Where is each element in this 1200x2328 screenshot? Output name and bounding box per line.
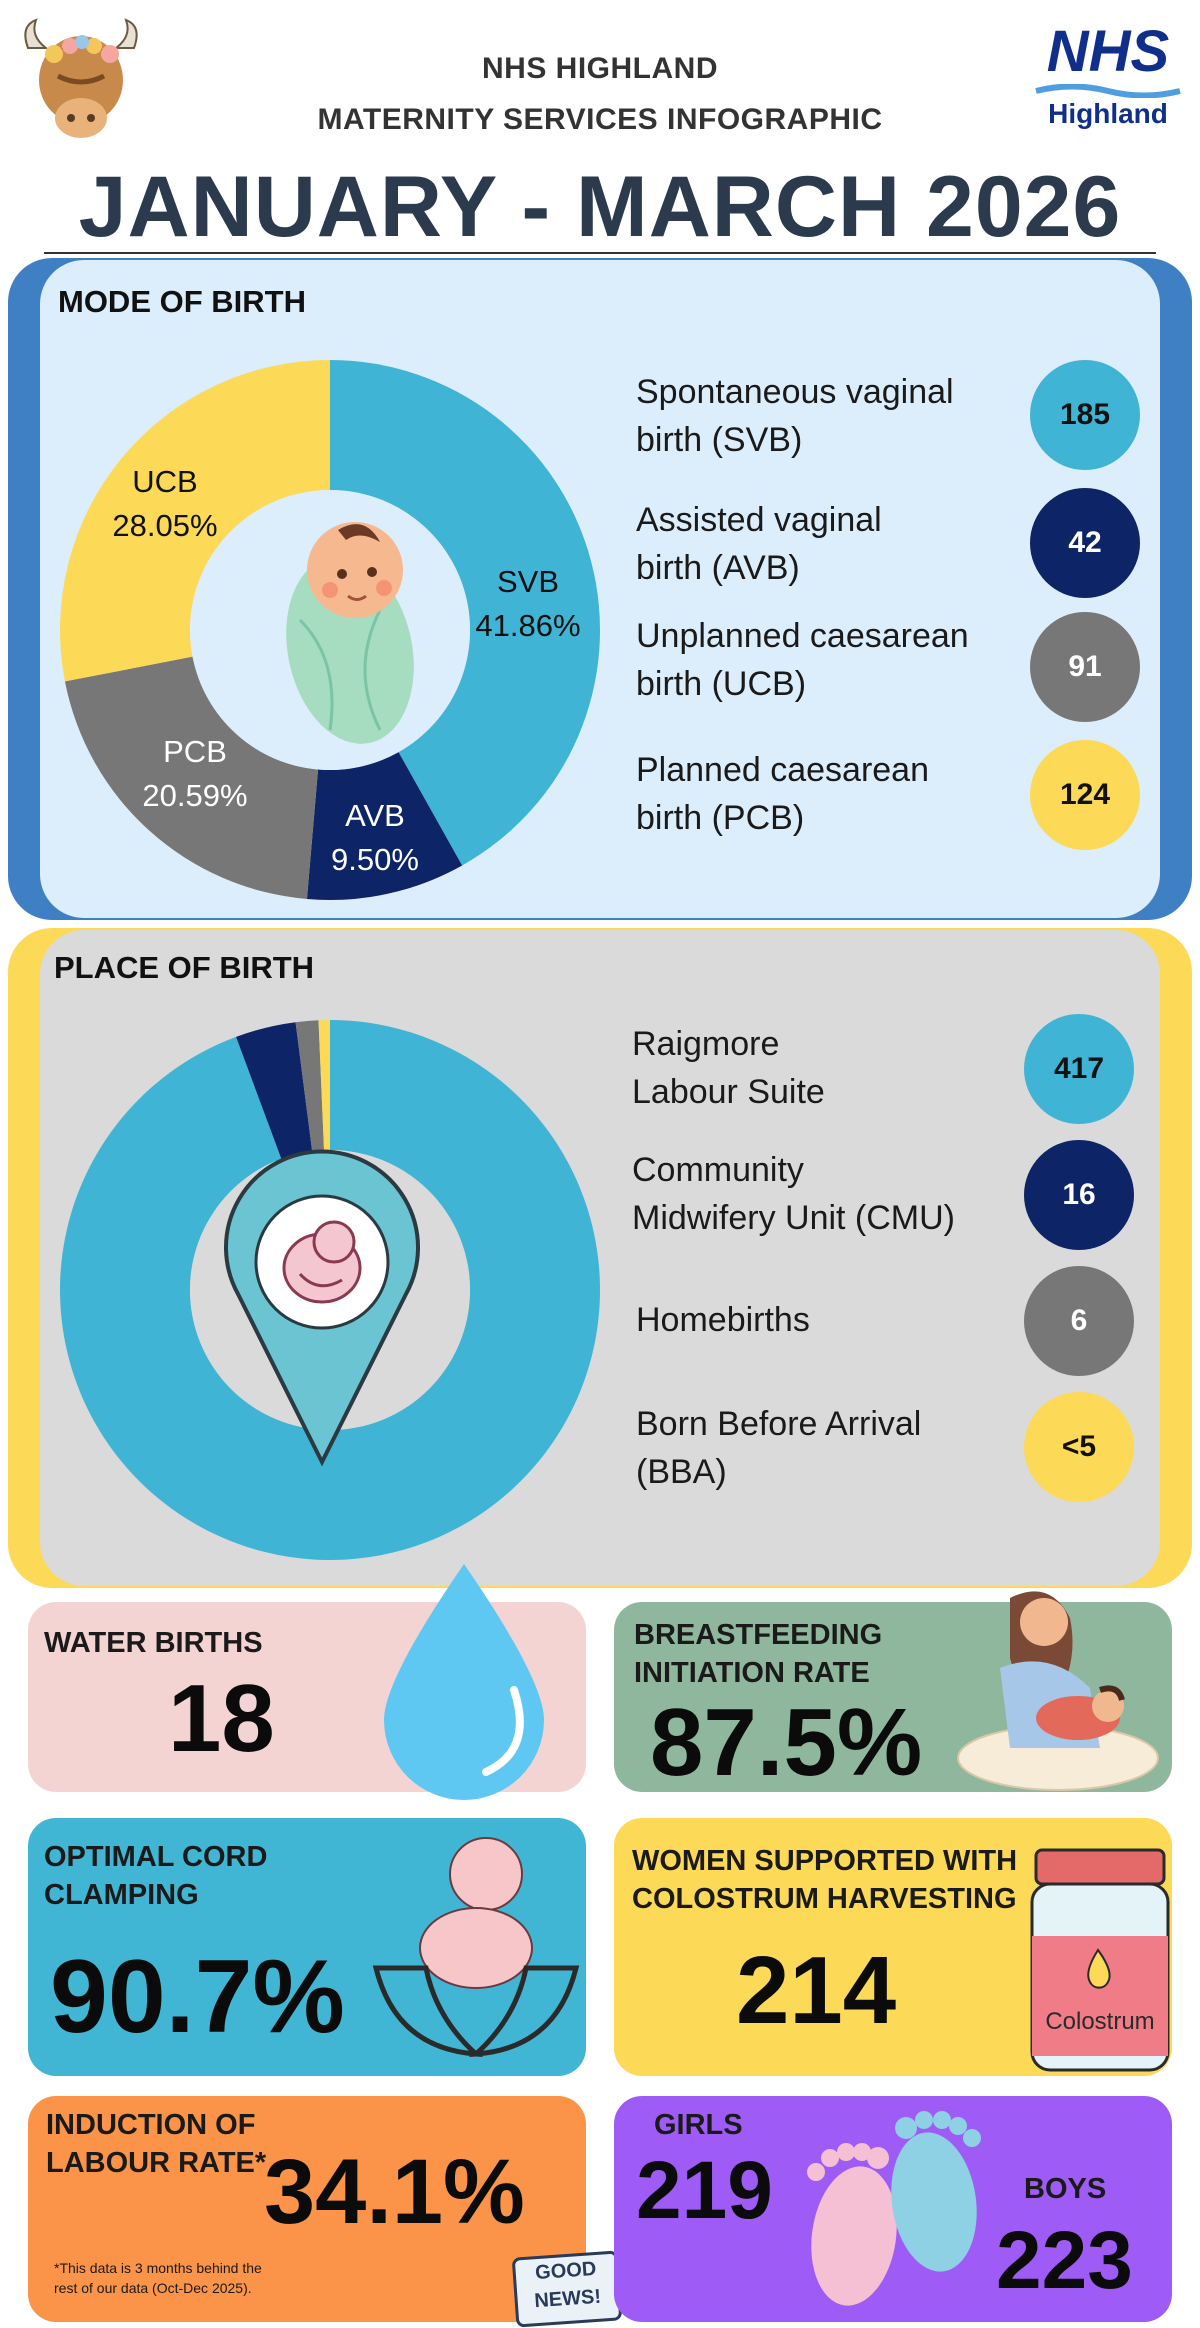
induction-footnote-line1: *This data is 3 months behind the [54, 2260, 262, 2276]
colostrum-label-line1: WOMEN SUPPORTED WITH [632, 1845, 1018, 1877]
avb-abbr: AVB [345, 798, 405, 833]
legend-svb-line2: birth (SVB) [636, 421, 803, 459]
legend-pcb: Planned caesarean birth (PCB) [636, 746, 929, 842]
colostrum-jar-icon: Colostrum [1030, 1848, 1170, 2072]
avb-percent: 9.50% [331, 842, 419, 877]
induction-footnote: *This data is 3 months behind the rest o… [54, 2258, 262, 2298]
nhs-logo: NHS Highland [1028, 20, 1188, 140]
legend-cmu-line1: Community [632, 1151, 804, 1189]
nhs-region-text: Highland [1048, 98, 1168, 129]
location-pin-baby-icon [222, 1144, 422, 1474]
induction-label: INDUCTION OF LABOUR RATE* [46, 2106, 266, 2182]
colostrum-label: WOMEN SUPPORTED WITH COLOSTRUM HARVESTIN… [632, 1842, 1017, 1918]
nhs-logo-text: NHS [1046, 19, 1170, 84]
pcb-count-badge: 124 [1030, 740, 1140, 850]
pcb-percent: 20.59% [142, 778, 248, 813]
water-births-label: WATER BIRTHS [44, 1627, 263, 1659]
cord-clamping-label-line1: OPTIMAL CORD [44, 1841, 268, 1873]
baby-feet-icon [794, 2106, 994, 2320]
avb-count-badge: 42 [1030, 488, 1140, 598]
legend-avb-line2: birth (AVB) [636, 549, 800, 587]
ucb-abbr: UCB [132, 464, 198, 499]
donut-slice-homebirths [295, 1020, 325, 1152]
svb-abbr: SVB [496, 564, 560, 599]
legend-ucb-line1: Unplanned caesarean [636, 617, 969, 655]
svb-percent: 41.86% [475, 608, 581, 643]
period-title: JANUARY - MARCH 2026 [78, 159, 1122, 255]
pcb-abbr: PCB [163, 734, 227, 769]
girls-label: GIRLS [654, 2109, 743, 2141]
bba-count-badge: <5 [1024, 1392, 1134, 1502]
pcb-segment-label: PCB 20.59% [120, 730, 270, 818]
ucb-segment-label: UCB 28.05% [90, 460, 240, 548]
boys-value: 223 [996, 2215, 1133, 2306]
donut-slice-ucb [60, 360, 330, 682]
legend-raigmore: Raigmore Labour Suite [632, 1020, 825, 1116]
legend-homebirths: Homebirths [636, 1296, 810, 1344]
breastfeeding-value: 87.5% [650, 1689, 923, 1792]
title-divider [44, 252, 1156, 254]
svb-segment-label: SVB 41.86% [468, 560, 588, 648]
nhs-logo-wave-icon [1035, 84, 1181, 98]
cord-clamping-label: OPTIMAL CORD CLAMPING [44, 1838, 267, 1914]
induction-label-line1: INDUCTION OF [46, 2109, 256, 2141]
breastfeeding-label-line1: BREASTFEEDING [634, 1619, 883, 1651]
colostrum-value: 214 [736, 1937, 897, 2044]
ucb-percent: 28.05% [112, 508, 218, 543]
donut-slice-pcb [64, 656, 319, 900]
induction-footnote-line2: rest of our data (Oct-Dec 2025). [54, 2280, 252, 2296]
donut-slice-community-midwifery-unit-cmu- [236, 1022, 313, 1159]
avb-segment-label: AVB 9.50% [300, 794, 450, 882]
good-news-line2: NEWS! [533, 2285, 602, 2313]
legend-pcb-line2: birth (PCB) [636, 799, 805, 837]
colostrum-label-line2: COLOSTRUM HARVESTING [632, 1883, 1017, 1915]
donut-slice-born-before-arrival-bba- [318, 1020, 330, 1151]
legend-pcb-line1: Planned caesarean [636, 751, 930, 789]
legend-homebirths-line1: Homebirths [636, 1301, 810, 1339]
raigmore-count-badge: 417 [1024, 1014, 1134, 1124]
donut-slice-avb [306, 752, 463, 900]
legend-bba-line1: Born Before Arrival [636, 1405, 922, 1443]
legend-ucb: Unplanned caesarean birth (UCB) [636, 612, 969, 708]
baby-in-hands-icon [366, 1818, 586, 2076]
legend-svb-line1: Spontaneous vaginal [636, 373, 954, 411]
breastfeeding-mother-icon [940, 1578, 1160, 1798]
mode-of-birth-title: MODE OF BIRTH [58, 284, 306, 319]
cord-clamping-value: 90.7% [50, 1939, 345, 2055]
infographic-subtitle: MATERNITY SERVICES INFOGRAPHIC [317, 103, 883, 136]
cmu-count-badge: 16 [1024, 1140, 1134, 1250]
good-news-badge: GOOD NEWS! [511, 2250, 623, 2328]
water-drop-icon [374, 1560, 554, 1800]
legend-svb: Spontaneous vaginal birth (SVB) [636, 368, 954, 464]
induction-label-line2: LABOUR RATE* [46, 2147, 267, 2179]
girls-value: 219 [636, 2145, 773, 2236]
ucb-count-badge: 91 [1030, 612, 1140, 722]
induction-tile: INDUCTION OF LABOUR RATE* 34.1% *This da… [28, 2096, 586, 2322]
legend-bba: Born Before Arrival (BBA) [636, 1400, 921, 1496]
legend-avb: Assisted vaginal birth (AVB) [636, 496, 882, 592]
swaddled-baby-icon [260, 500, 430, 750]
gender-tile: GIRLS 219 BOYS 223 [614, 2096, 1172, 2322]
highland-cow-icon [18, 18, 144, 148]
legend-raigmore-line1: Raigmore [632, 1025, 780, 1063]
legend-avb-line1: Assisted vaginal [636, 501, 882, 539]
boys-label: BOYS [1024, 2173, 1107, 2205]
homebirths-count-badge: 6 [1024, 1266, 1134, 1376]
breastfeeding-label: BREASTFEEDING INITIATION RATE [634, 1616, 882, 1692]
donut-slice-svb [330, 360, 600, 866]
water-births-value: 18 [168, 1665, 275, 1772]
place-of-birth-title: PLACE OF BIRTH [54, 950, 315, 985]
legend-ucb-line2: birth (UCB) [636, 665, 807, 703]
donut-slice-raigmore-labour-suite [59, 1020, 600, 1560]
induction-value: 34.1% [264, 2141, 525, 2243]
breastfeeding-label-line2: INITIATION RATE [634, 1657, 870, 1689]
svb-count-badge: 185 [1030, 360, 1140, 470]
legend-cmu-line2: Midwifery Unit (CMU) [632, 1199, 955, 1237]
colostrum-jar-label: Colostrum [1045, 2008, 1155, 2035]
org-name: NHS HIGHLAND [482, 52, 718, 85]
legend-raigmore-line2: Labour Suite [632, 1073, 825, 1111]
legend-bba-line2: (BBA) [636, 1453, 727, 1491]
legend-cmu: Community Midwifery Unit (CMU) [632, 1146, 955, 1242]
cord-clamping-label-line2: CLAMPING [44, 1879, 199, 1911]
